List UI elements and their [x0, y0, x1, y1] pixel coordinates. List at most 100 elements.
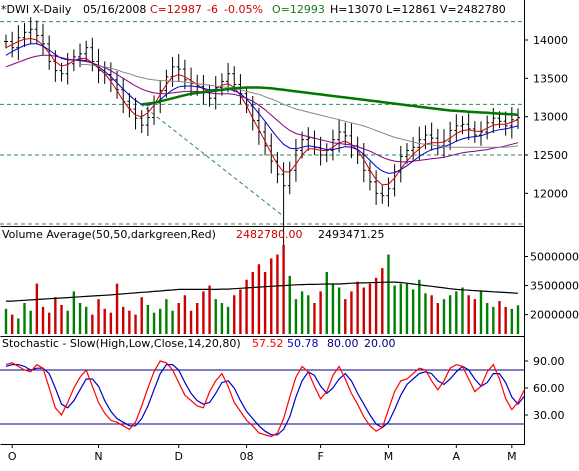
price-y-tick-label: 13500 — [533, 72, 568, 85]
stochastic-panel: 90.00 60.00 30.00 — [0, 355, 565, 438]
volume-bar — [430, 295, 433, 334]
volume-bar — [442, 299, 446, 334]
price-y-tick-label: 12000 — [533, 187, 568, 200]
volume-bar — [257, 264, 261, 334]
volume-bar — [405, 283, 409, 334]
volume-bar — [208, 285, 211, 334]
volume-y-tick-label: 3500000 — [530, 280, 579, 293]
volume-bar — [282, 244, 285, 334]
volume-bar — [134, 314, 137, 334]
volume-bar — [492, 306, 495, 334]
volume-bar — [362, 287, 365, 334]
volume-bar — [473, 299, 477, 334]
volume-bar — [4, 308, 8, 334]
stoch-y-tick-label: 90.00 — [533, 355, 565, 368]
volume-bar — [78, 303, 82, 334]
header-close: C=12987 — [150, 3, 202, 16]
stoch-upper-value: 80.00 — [327, 337, 359, 350]
volume-bar — [411, 289, 415, 334]
volume-bar — [183, 295, 187, 334]
volume-bar — [399, 283, 402, 334]
volume-bar — [239, 289, 242, 334]
volume-average-line — [6, 281, 519, 302]
volume-bar — [233, 295, 236, 334]
header-change-pct: -0.05% — [224, 3, 263, 16]
volume-bar — [35, 283, 39, 334]
volume-bar — [122, 306, 125, 334]
volume-y-tick-label: 2000000 — [530, 309, 579, 322]
volume-bar — [47, 312, 51, 334]
volume-bar — [368, 283, 372, 334]
header-symbol: *DWI X-Daily — [1, 3, 72, 16]
volume-bar — [510, 308, 514, 334]
volume-bar — [177, 303, 180, 334]
volume-bar — [171, 310, 174, 334]
volume-bar — [189, 310, 193, 334]
header-change: -6 — [207, 3, 218, 16]
volume-bar — [115, 283, 119, 334]
stoch-lower-value: 20.00 — [364, 337, 396, 350]
volume-bar — [245, 279, 248, 334]
volume-bar — [350, 291, 353, 334]
x-tick-label: D — [174, 450, 182, 463]
volume-bar — [331, 283, 335, 334]
stoch-y-tick-label: 30.00 — [533, 409, 565, 422]
volume-bar — [387, 254, 390, 334]
volume-bar — [84, 306, 88, 334]
price-panel: 14000 13500 13000 12500 12000 — [0, 17, 568, 246]
volume-bar — [307, 295, 310, 334]
stoch-title: Stochastic - Slow(High,Low,Close,14,20,8… — [2, 337, 241, 350]
volume-bar — [23, 303, 26, 334]
price-y-tick-label: 12500 — [533, 149, 568, 162]
volume-value-2: 2493471.25 — [318, 228, 384, 241]
volume-bar — [337, 287, 341, 334]
volume-title: Volume Average(50,50,darkgreen,Red) — [2, 228, 216, 241]
header-open: O=12993 — [272, 3, 325, 16]
volume-bar — [479, 291, 483, 334]
volume-bar — [220, 303, 224, 334]
x-tick-label: M — [384, 450, 394, 463]
volume-bar — [251, 272, 254, 334]
volume-bar — [516, 305, 520, 334]
volume-bar — [424, 293, 427, 334]
volume-bar — [263, 272, 267, 334]
volume-bar — [300, 291, 304, 334]
volume-bar — [288, 275, 291, 334]
volume-bar — [29, 310, 32, 334]
volume-bar — [146, 304, 150, 334]
volume-bar — [436, 303, 440, 334]
volume-bar — [226, 306, 230, 334]
volume-bar — [467, 295, 470, 334]
volume-bar — [97, 299, 100, 334]
x-tick-label: M — [507, 450, 517, 463]
x-tick-label: F — [317, 450, 323, 463]
volume-bar — [485, 303, 489, 334]
volume-bar — [498, 301, 501, 334]
volume-bar — [60, 304, 63, 334]
moving-average-gray — [80, 64, 519, 148]
trend-line — [129, 94, 284, 217]
volume-bar — [270, 258, 273, 334]
moving-average-purple — [5, 54, 519, 163]
x-axis: O N D 08 F M A M — [8, 444, 517, 463]
volume-bar — [109, 312, 113, 334]
volume-bar — [103, 308, 106, 334]
volume-panel: 5000000 3500000 2000000 — [4, 244, 579, 334]
x-tick-label: A — [453, 450, 461, 463]
price-y-tick-label: 14000 — [533, 34, 568, 47]
volume-value-1: 2482780.00 — [236, 228, 302, 241]
x-tick-label: O — [8, 450, 17, 463]
volume-bar — [344, 299, 347, 334]
price-y-tick-label: 13000 — [533, 111, 568, 124]
x-tick-label: N — [94, 450, 102, 463]
volume-bar — [418, 279, 421, 334]
volume-bar — [214, 299, 217, 334]
stoch-k-line — [5, 360, 525, 438]
header-volume: V=2482780 — [440, 3, 506, 16]
volume-bar — [152, 312, 156, 334]
header-high: H=13070 — [330, 3, 382, 16]
volume-bar — [319, 291, 322, 334]
volume-bar — [448, 295, 452, 334]
